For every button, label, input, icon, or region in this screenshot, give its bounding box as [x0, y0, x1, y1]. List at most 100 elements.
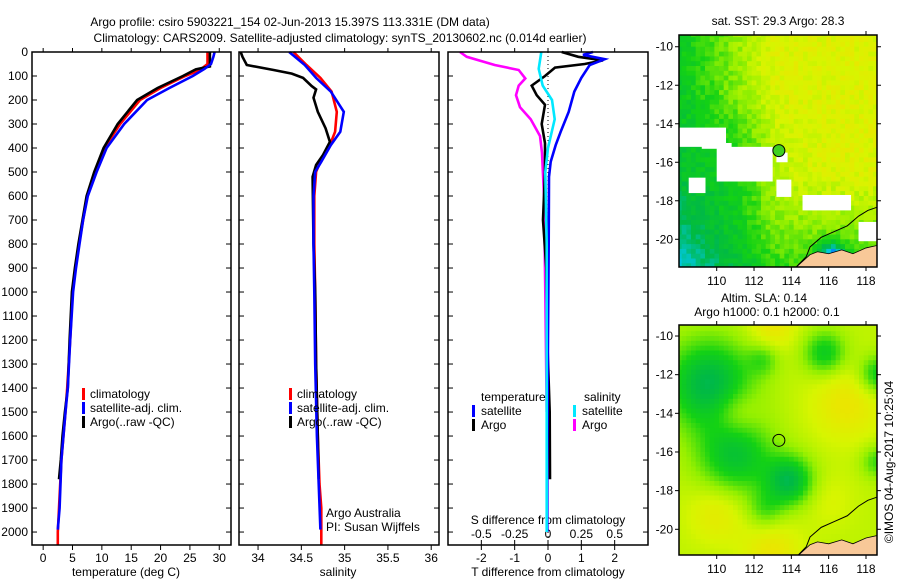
map-cell	[761, 519, 767, 525]
map-cell	[733, 461, 739, 467]
map-cell	[695, 442, 701, 448]
map-cell	[733, 543, 739, 550]
map-cell	[756, 210, 762, 216]
map-cell	[737, 114, 743, 120]
map-cell	[793, 35, 799, 38]
map-cell	[714, 123, 720, 130]
map-cell	[747, 403, 753, 410]
map-cell	[807, 427, 813, 434]
map-cell	[747, 46, 753, 53]
map-cell	[779, 384, 785, 390]
map-cell	[831, 167, 837, 173]
lat-tick-label: -16	[656, 155, 674, 169]
map-cell	[784, 452, 790, 458]
map-cell	[784, 350, 790, 356]
map-cell	[733, 186, 739, 192]
map-cell	[835, 123, 841, 130]
map-cell	[784, 75, 790, 81]
map-cell	[784, 133, 790, 139]
map-cell	[868, 360, 874, 366]
map-cell	[714, 427, 720, 434]
map-cell	[789, 539, 795, 545]
map-cell	[854, 114, 860, 120]
map-cell	[854, 461, 860, 467]
map-cell	[831, 403, 837, 410]
map-cell	[700, 205, 706, 211]
map-cell	[751, 253, 757, 260]
map-cell	[728, 379, 734, 385]
map-cell	[679, 374, 683, 381]
map-cell	[863, 345, 869, 352]
map-cell	[751, 437, 757, 443]
map-cell	[714, 514, 720, 521]
map-cell	[789, 133, 795, 139]
map-cell	[873, 94, 877, 101]
map-cell	[784, 263, 790, 267]
map-cell	[868, 355, 874, 361]
map-cell	[859, 447, 865, 453]
map-cell	[681, 456, 687, 463]
map-cell	[714, 389, 720, 395]
map-cell	[691, 514, 697, 521]
lat-tick-label: -18	[656, 194, 674, 208]
map-cell	[849, 519, 855, 525]
map-cell	[845, 90, 851, 96]
map-cell	[840, 384, 846, 390]
map-cell	[709, 70, 715, 77]
map-cell	[793, 403, 799, 410]
map-cell	[691, 369, 697, 376]
map-cell	[873, 476, 877, 482]
map-cell	[835, 133, 841, 139]
map-cell	[835, 138, 841, 144]
map-cell	[765, 471, 771, 477]
map-cell	[686, 75, 692, 81]
map-cell	[709, 403, 715, 410]
map-cell	[705, 345, 711, 352]
map-cell	[840, 355, 846, 361]
map-cell	[709, 176, 715, 183]
map-cell	[863, 61, 869, 67]
map-cell	[714, 365, 720, 371]
map-cell	[849, 181, 855, 187]
map-cell	[831, 268, 836, 273]
map-cell	[840, 229, 846, 235]
map-cell	[719, 80, 725, 86]
map-cell	[793, 123, 799, 130]
x2-tick-label: -0.5	[471, 527, 492, 541]
map-cell	[789, 442, 795, 448]
map-cell	[733, 340, 739, 347]
map-cell	[733, 524, 739, 530]
map-cell	[812, 229, 818, 235]
map-cell	[686, 548, 692, 554]
map-cell	[817, 476, 823, 482]
map-cell	[691, 447, 697, 453]
map-cell	[728, 340, 734, 347]
map-cell	[775, 360, 781, 366]
map-cell	[737, 360, 743, 366]
map-cell	[747, 191, 753, 197]
map-cell	[789, 365, 795, 371]
map-cell	[679, 41, 683, 48]
legend-label: satellite-adj. clim.	[297, 401, 389, 415]
map-cell	[807, 369, 813, 376]
map-cell	[714, 447, 720, 453]
map-cell	[700, 229, 706, 235]
map-cell	[826, 418, 832, 424]
map-cell	[765, 389, 771, 395]
map-cell	[719, 114, 725, 120]
map-cell	[840, 369, 846, 376]
map-cell	[849, 152, 855, 158]
map-cell	[812, 476, 818, 482]
map-cell	[779, 200, 785, 207]
map-cell	[803, 244, 809, 250]
map-cell	[765, 374, 771, 381]
map-cell	[793, 128, 799, 134]
map-cell	[817, 437, 823, 443]
map-cell	[714, 481, 720, 487]
map-cell	[859, 423, 865, 429]
imos-timestamp: ©IMOS 04-Aug-2017 10:25:04	[882, 381, 896, 544]
map-cell	[728, 350, 734, 356]
map-cell	[803, 248, 809, 255]
map-cell	[807, 365, 813, 371]
